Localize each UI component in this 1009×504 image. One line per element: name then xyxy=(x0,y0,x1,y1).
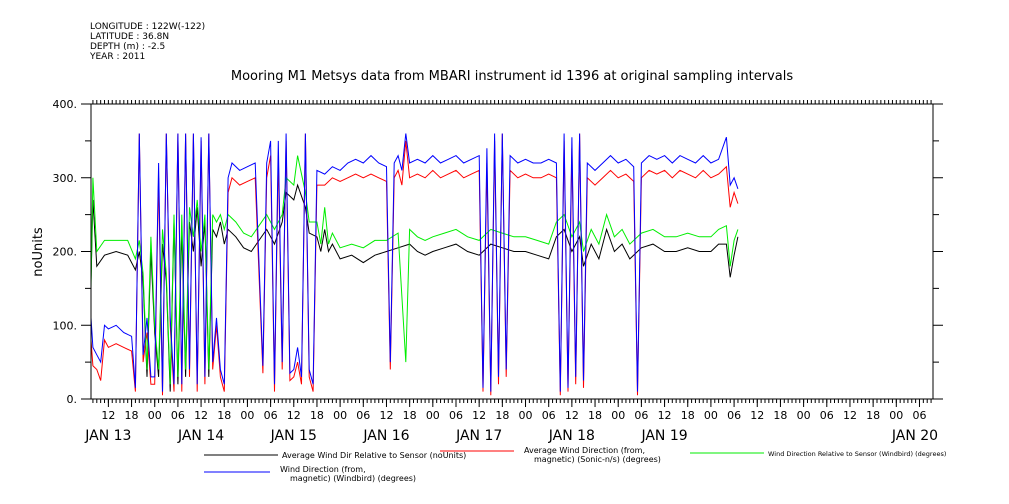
x-hour-label: 06 xyxy=(727,409,741,422)
legend-label: Wind Direction Relative to Sensor (Windb… xyxy=(768,450,946,458)
x-day-label: JAN 14 xyxy=(177,428,224,444)
x-hour-label: 00 xyxy=(611,409,625,422)
x-hour-label: 18 xyxy=(495,409,509,422)
x-hour-label: 00 xyxy=(240,409,254,422)
y-tick-label: 300. xyxy=(53,172,78,185)
x-hour-label: 12 xyxy=(843,409,857,422)
mooring-metadata: LONGITUDE : 122W(-122) LATITUDE : 36.8N … xyxy=(90,22,205,62)
legend-label-line: Wind Direction Relative to Sensor (Windb… xyxy=(768,450,946,458)
x-hour-label: 12 xyxy=(565,409,579,422)
series-line-1 xyxy=(90,183,739,392)
y-tick-label: 100. xyxy=(53,319,78,332)
x-hour-label: 18 xyxy=(866,409,880,422)
x-hour-label: 06 xyxy=(449,409,463,422)
x-hour-label: 18 xyxy=(217,409,231,422)
plot-frame xyxy=(90,103,934,400)
x-hour-label: 18 xyxy=(125,409,139,422)
x-hour-label: 18 xyxy=(588,409,602,422)
legend-label-line: Average Wind Direction (from, xyxy=(524,446,645,455)
x-hour-label: 12 xyxy=(379,409,393,422)
x-hour-label: 12 xyxy=(750,409,764,422)
x-hour-label: 12 xyxy=(658,409,672,422)
x-hour-label: 18 xyxy=(773,409,787,422)
x-hour-label: 12 xyxy=(101,409,115,422)
year-label: YEAR : 2011 xyxy=(90,52,146,62)
x-day-label: JAN 13 xyxy=(84,428,131,444)
x-hour-label: 00 xyxy=(519,409,533,422)
x-hour-label: 18 xyxy=(310,409,324,422)
x-day-label: JAN 19 xyxy=(640,428,687,444)
x-day-label: JAN 17 xyxy=(455,428,502,444)
x-hour-label: 00 xyxy=(889,409,903,422)
x-hour-label: 00 xyxy=(704,409,718,422)
series-line-3 xyxy=(90,155,739,385)
y-tick-label: 200. xyxy=(53,246,78,259)
x-hour-label: 06 xyxy=(820,409,834,422)
legend-label: Average Wind Direction (from, magnetic) (… xyxy=(524,446,661,464)
x-hour-label: 18 xyxy=(403,409,417,422)
x-hour-label: 00 xyxy=(797,409,811,422)
legend: Average Wind Dir Relative to Sensor (noU… xyxy=(204,446,946,483)
legend-label-line: magnetic) (Windbird) (degrees) xyxy=(290,474,416,483)
x-hour-label: 00 xyxy=(333,409,347,422)
series-line-4 xyxy=(90,133,739,392)
x-hour-label: 12 xyxy=(194,409,208,422)
chart-title: Mooring M1 Metsys data from MBARI instru… xyxy=(231,69,793,84)
plot-area xyxy=(90,133,739,396)
legend-label-line: Average Wind Dir Relative to Sensor (noU… xyxy=(282,451,466,460)
latitude-label: LATITUDE : 36.8N xyxy=(90,32,170,42)
x-day-label: JAN 15 xyxy=(270,428,317,444)
legend-label-line: magnetic) (Sonic-n/s) (degrees) xyxy=(534,455,661,464)
depth-label: DEPTH (m) : -2.5 xyxy=(90,42,166,52)
x-hour-label: 06 xyxy=(634,409,648,422)
longitude-label: LONGITUDE : 122W(-122) xyxy=(90,22,206,32)
x-hour-label: 06 xyxy=(356,409,370,422)
y-axis-label: noUnits xyxy=(31,227,46,277)
x-day-label: JAN 18 xyxy=(548,428,595,444)
x-day-label: JAN 16 xyxy=(362,428,409,444)
axes: 0. 100. 200. 300. 400. 12 18 00 06 12 18 00 06 12 18 00… xyxy=(53,98,943,444)
x-hour-label: 12 xyxy=(472,409,486,422)
x-hour-label: 18 xyxy=(681,409,695,422)
legend-label-line: Wind Direction (from, xyxy=(280,465,366,474)
x-hour-label: 06 xyxy=(171,409,185,422)
x-hour-label: 06 xyxy=(542,409,556,422)
legend-label: Wind Direction (from, magnetic) (Windbird… xyxy=(280,465,416,483)
legend-label: Average Wind Dir Relative to Sensor (noU… xyxy=(282,451,466,460)
x-hour-label: 06 xyxy=(912,409,926,422)
x-hour-label: 00 xyxy=(426,409,440,422)
x-day-label: JAN 20 xyxy=(891,428,938,444)
x-hour-label: 00 xyxy=(148,409,162,422)
y-tick-label: 0. xyxy=(67,393,78,406)
x-hour-label: 06 xyxy=(264,409,278,422)
x-hour-label: 12 xyxy=(287,409,301,422)
y-tick-label: 400. xyxy=(53,98,78,111)
